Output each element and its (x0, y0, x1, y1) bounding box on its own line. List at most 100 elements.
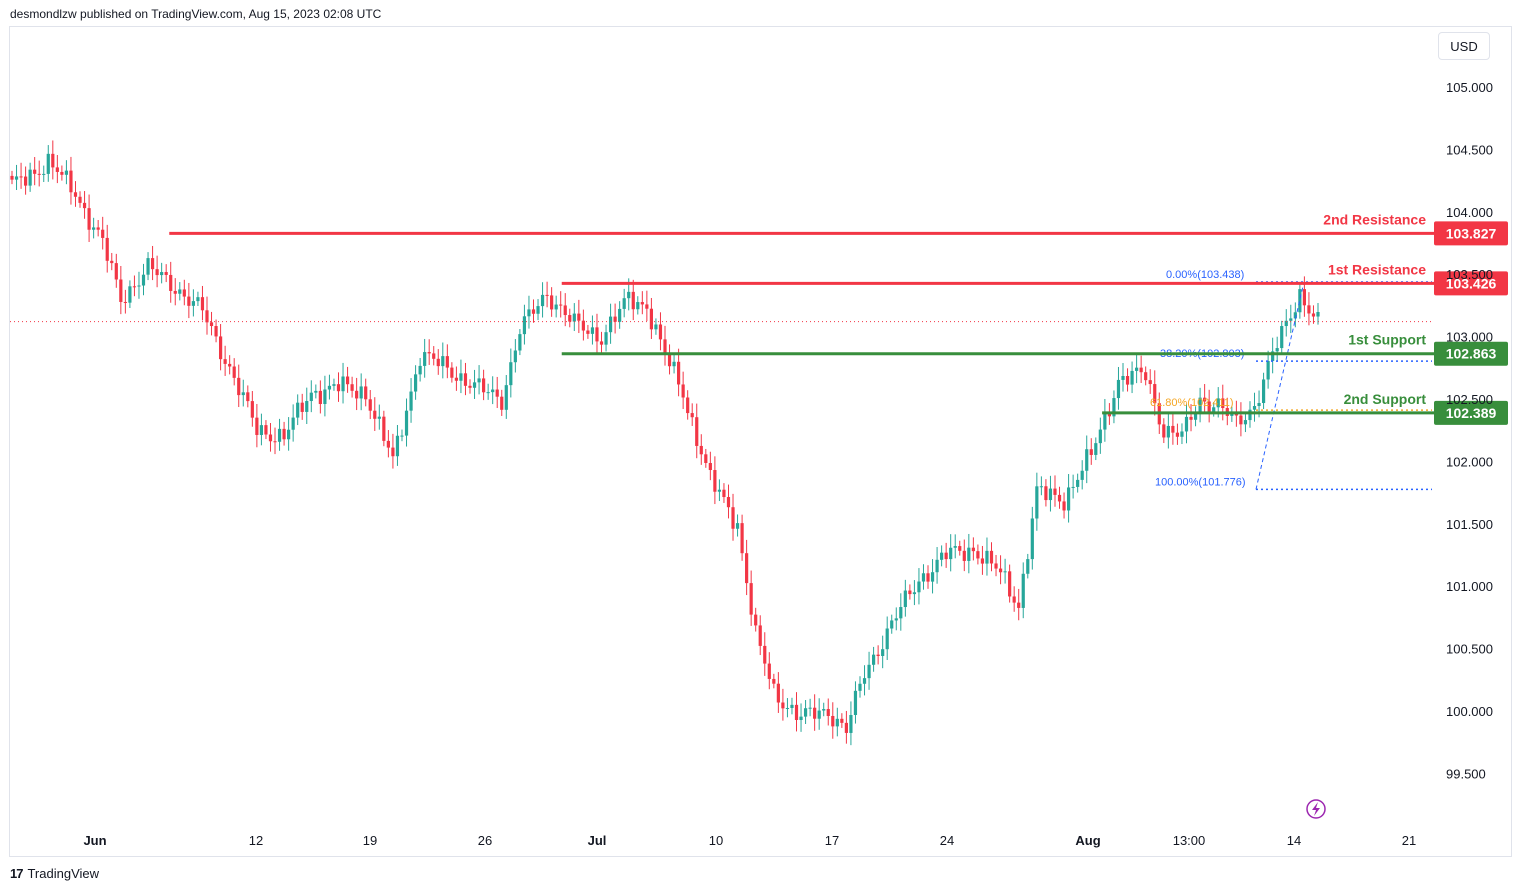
candle (504, 375, 508, 419)
level-label: 2nd Support (1344, 391, 1427, 407)
candle-body (432, 353, 436, 359)
candle (1071, 474, 1075, 499)
candle (423, 338, 427, 378)
fib-trend-line (1255, 281, 1305, 490)
candle-body (908, 590, 912, 595)
candle (214, 319, 218, 343)
candle-body (708, 462, 712, 471)
candle-body (998, 568, 1003, 573)
candle (813, 694, 817, 731)
candle (545, 281, 549, 308)
candle-body (400, 435, 404, 437)
candle-body (404, 410, 409, 436)
candle (1026, 553, 1030, 579)
candle (1012, 586, 1016, 612)
candle-body (958, 546, 962, 551)
candle (731, 493, 735, 541)
x-tick-label: 19 (363, 833, 377, 848)
candle (953, 534, 957, 559)
candle (164, 264, 168, 283)
candle-body (1139, 367, 1143, 373)
candle (37, 160, 41, 187)
candle (708, 451, 712, 481)
candle (1243, 411, 1248, 433)
candle (1076, 473, 1080, 493)
candle (980, 545, 985, 575)
candle (563, 293, 567, 327)
candle-body (649, 308, 653, 330)
candle (1311, 305, 1316, 324)
candle-body (160, 272, 164, 276)
candle (618, 301, 622, 329)
currency-button[interactable]: USD (1438, 32, 1490, 60)
candle-body (518, 334, 522, 351)
candle-body (1148, 380, 1152, 385)
candle (871, 646, 876, 672)
candle (355, 377, 359, 411)
candle (427, 339, 431, 365)
candle (958, 540, 962, 556)
candle (209, 311, 214, 336)
candle (264, 420, 268, 440)
candle-body (949, 547, 953, 560)
candle (246, 385, 250, 408)
candle (445, 344, 449, 379)
tradingview-brand[interactable]: 17 TradingView (10, 866, 99, 881)
candle-body (627, 291, 631, 299)
candle (205, 296, 209, 335)
candle (994, 554, 998, 577)
candle (645, 290, 649, 322)
candle (631, 279, 635, 321)
candle (1175, 423, 1180, 445)
candle (73, 181, 78, 207)
candle (255, 403, 259, 448)
candle (1139, 355, 1143, 384)
candle-body (667, 353, 672, 367)
candle (1280, 320, 1284, 353)
candle (10, 170, 14, 185)
candle-body (119, 279, 123, 302)
candle-body (19, 176, 23, 178)
candle (1180, 423, 1184, 445)
candle-body (1121, 375, 1125, 380)
candle (1144, 366, 1148, 386)
candle-body (613, 316, 617, 322)
candle (132, 275, 137, 297)
candle-body (608, 316, 613, 333)
candle (622, 288, 626, 318)
candle-body (704, 454, 708, 463)
candle-body (1085, 449, 1089, 471)
candle (1044, 479, 1048, 507)
candle (391, 433, 395, 469)
candle-body (781, 702, 785, 709)
candle-body (890, 620, 894, 629)
price-badge (1434, 400, 1508, 425)
candle (1171, 412, 1175, 445)
candle (218, 324, 223, 371)
candle-body (305, 401, 309, 412)
candle (1198, 387, 1202, 423)
candle (686, 390, 690, 420)
candle (550, 287, 554, 317)
candle-body (232, 366, 236, 378)
candle (1080, 460, 1084, 490)
candle (677, 348, 681, 397)
candle (1062, 492, 1066, 519)
candle (899, 593, 903, 631)
candle (268, 422, 273, 452)
candle-body (169, 274, 173, 291)
candle (78, 191, 82, 208)
candle (223, 345, 227, 376)
candle-body (618, 308, 622, 322)
candle (998, 555, 1003, 585)
fib-level-label: 61.80%(102.411) (1150, 397, 1234, 409)
candle (985, 537, 989, 576)
candle-body (808, 707, 812, 709)
lightning-icon[interactable] (1306, 799, 1326, 819)
price-badge-text: 102.389 (1446, 405, 1497, 421)
candle (1284, 309, 1288, 337)
candle (844, 710, 848, 744)
candle-body (486, 392, 490, 394)
candle (259, 413, 264, 446)
